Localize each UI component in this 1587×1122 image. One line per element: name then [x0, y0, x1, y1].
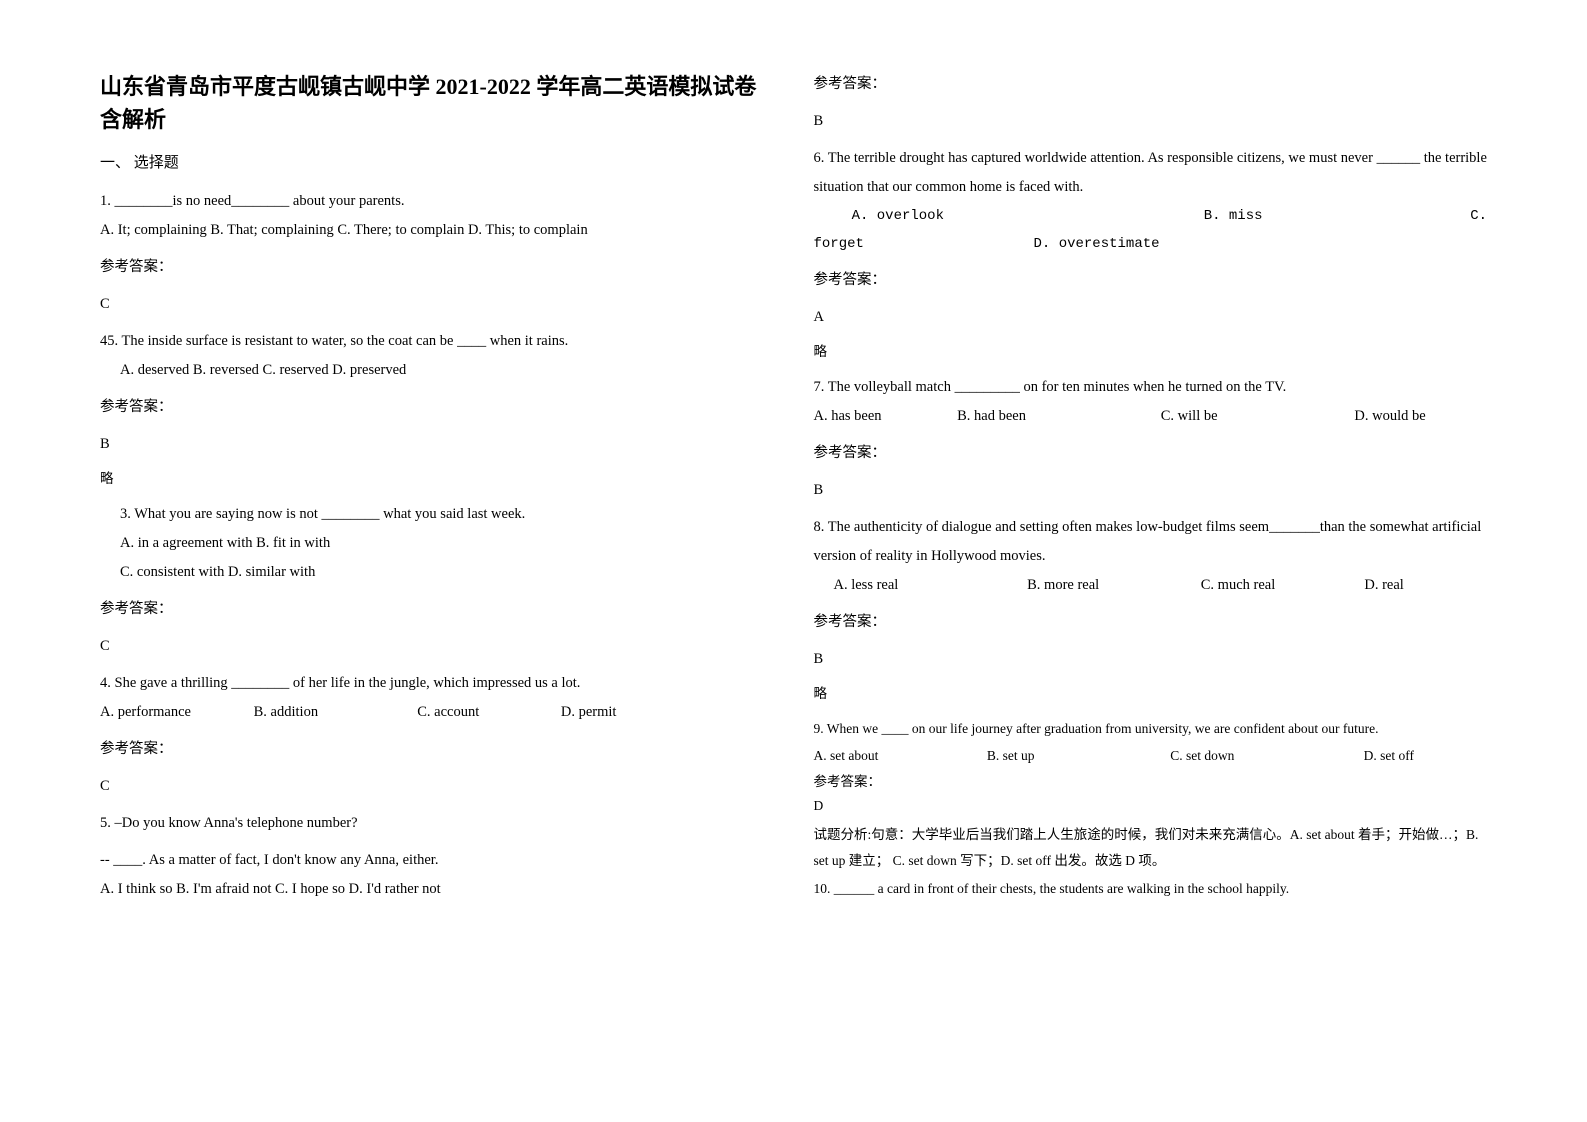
answer-label: 参考答案：	[814, 70, 1488, 99]
option-a: A. overlook	[852, 202, 1204, 230]
option-a: A. deserved	[120, 362, 189, 378]
option-a: A. less real	[834, 571, 1024, 600]
right-column: 参考答案： B 6. The terrible drought has capt…	[814, 70, 1488, 904]
question-7-answer: B	[814, 476, 1488, 505]
answer-label: 参考答案：	[100, 595, 774, 624]
question-4-options: A. performance B. addition C. account D.…	[100, 698, 774, 727]
question-45-note: 略	[100, 465, 774, 492]
option-b: B. reversed	[193, 362, 259, 378]
option-d: D. real	[1364, 571, 1403, 600]
option-d: D. permit	[561, 698, 617, 727]
option-d: D. preserved	[332, 362, 406, 378]
question-9-answer: D	[814, 795, 1488, 817]
question-8-options: A. less real B. more real C. much real D…	[814, 571, 1488, 600]
answer-label: 参考答案：	[100, 253, 774, 282]
option-a: A. performance	[100, 698, 250, 727]
answer-label: 参考答案：	[100, 393, 774, 422]
option-a: A. has been	[814, 402, 954, 431]
question-9-options: A. set about B. set up C. set down D. se…	[814, 742, 1488, 769]
question-45-answer: B	[100, 430, 774, 459]
question-5-text1: 5. –Do you know Anna's telephone number?	[100, 809, 774, 838]
question-4-text: 4. She gave a thrilling ________ of her …	[100, 669, 774, 698]
question-3-options-line2: C. consistent with D. similar with	[100, 558, 774, 587]
option-b: B. addition	[254, 698, 414, 727]
option-b: B. miss	[1204, 202, 1470, 230]
option-d: D. set off	[1364, 742, 1414, 769]
answer-label: 参考答案：	[814, 608, 1488, 637]
option-c2: forget	[814, 230, 1034, 258]
left-column: 山东省青岛市平度古岘镇古岘中学 2021-2022 学年高二英语模拟试卷含解析 …	[100, 70, 774, 904]
answer-label: 参考答案：	[814, 439, 1488, 468]
question-8-answer: B	[814, 645, 1488, 674]
option-a: A. set about	[814, 742, 984, 769]
question-3-options-line1: A. in a agreement with B. fit in with	[100, 529, 774, 558]
option-c: C. account	[417, 698, 557, 727]
question-7-text: 7. The volleyball match _________ on for…	[814, 373, 1488, 402]
option-c: C. will be	[1161, 402, 1351, 431]
question-1-answer: C	[100, 290, 774, 319]
question-45-options: A. deserved B. reversed C. reserved D. p…	[100, 356, 774, 385]
question-10-text: 10. ______ a card in front of their ches…	[814, 875, 1488, 902]
question-9-analysis: 试题分析:句意：大学毕业后当我们踏上人生旅途的时候，我们对未来充满信心。A. s…	[814, 822, 1488, 873]
question-6-options-line2: forget D. overestimate	[814, 230, 1488, 258]
question-5-options: A. I think so B. I'm afraid not C. I hop…	[100, 875, 774, 904]
question-3-answer: C	[100, 632, 774, 661]
section-heading: 一、 选择题	[100, 151, 774, 172]
option-c: C. set down	[1170, 742, 1360, 769]
option-c: C. much real	[1201, 571, 1361, 600]
answer-label: 参考答案：	[100, 735, 774, 764]
option-b: B. set up	[987, 742, 1167, 769]
question-6-answer: A	[814, 303, 1488, 332]
option-d: D. overestimate	[1034, 230, 1160, 258]
question-6-options-line1: A. overlook B. miss C.	[814, 202, 1488, 230]
question-9-text: 9. When we ____ on our life journey afte…	[814, 715, 1488, 742]
document-title: 山东省青岛市平度古岘镇古岘中学 2021-2022 学年高二英语模拟试卷含解析	[100, 70, 774, 136]
option-b: B. had been	[957, 402, 1157, 431]
question-45-text: 45. The inside surface is resistant to w…	[100, 327, 774, 356]
question-3-text: 3. What you are saying now is not ______…	[100, 500, 774, 529]
option-b: B. more real	[1027, 571, 1197, 600]
question-1-text: 1. ________is no need________ about your…	[100, 187, 774, 216]
question-8-note: 略	[814, 680, 1488, 707]
question-5-text2: -- ____. As a matter of fact, I don't kn…	[100, 846, 774, 875]
option-d: D. would be	[1354, 402, 1425, 431]
question-6-text: 6. The terrible drought has captured wor…	[814, 144, 1488, 202]
option-c: C. reserved	[263, 362, 329, 378]
question-6-note: 略	[814, 338, 1488, 365]
question-1-options: A. It; complaining B. That; complaining …	[100, 216, 774, 245]
answer-label: 参考答案：	[814, 266, 1488, 295]
option-c: C.	[1470, 202, 1487, 230]
question-8-text: 8. The authenticity of dialogue and sett…	[814, 513, 1488, 571]
question-5-answer: B	[814, 107, 1488, 136]
answer-label: 参考答案：	[814, 771, 1488, 793]
question-4-answer: C	[100, 772, 774, 801]
question-7-options: A. has been B. had been C. will be D. wo…	[814, 402, 1488, 431]
page-container: 山东省青岛市平度古岘镇古岘中学 2021-2022 学年高二英语模拟试卷含解析 …	[0, 0, 1587, 944]
